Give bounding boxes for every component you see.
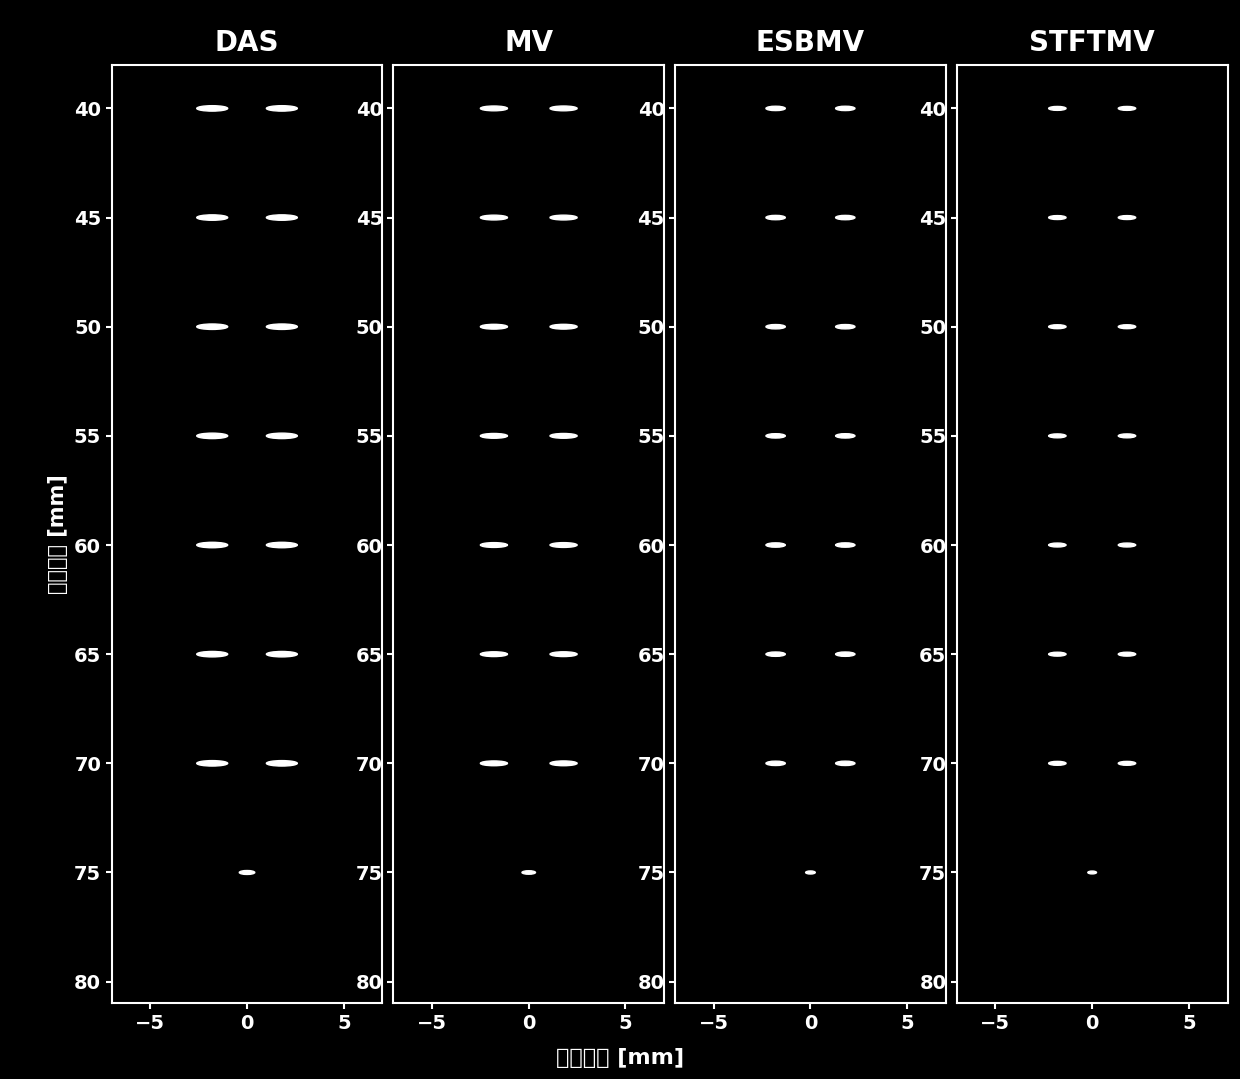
Ellipse shape bbox=[836, 434, 854, 438]
Ellipse shape bbox=[480, 652, 507, 657]
Ellipse shape bbox=[836, 761, 854, 765]
Title: ESBMV: ESBMV bbox=[756, 29, 866, 57]
Ellipse shape bbox=[1049, 216, 1066, 219]
Ellipse shape bbox=[766, 434, 785, 438]
Ellipse shape bbox=[480, 325, 507, 329]
Ellipse shape bbox=[480, 106, 507, 111]
Ellipse shape bbox=[1118, 762, 1136, 765]
Ellipse shape bbox=[1049, 325, 1066, 329]
Ellipse shape bbox=[1087, 871, 1096, 874]
Title: MV: MV bbox=[505, 29, 553, 57]
Ellipse shape bbox=[1049, 107, 1066, 110]
Ellipse shape bbox=[836, 652, 854, 656]
Ellipse shape bbox=[836, 106, 854, 110]
Ellipse shape bbox=[480, 543, 507, 547]
Title: DAS: DAS bbox=[215, 29, 279, 57]
Ellipse shape bbox=[836, 543, 854, 547]
Ellipse shape bbox=[551, 106, 577, 111]
Ellipse shape bbox=[267, 761, 298, 766]
Text: 横向距离 [mm]: 横向距离 [mm] bbox=[556, 1048, 684, 1068]
Ellipse shape bbox=[197, 761, 228, 766]
Ellipse shape bbox=[522, 871, 536, 874]
Ellipse shape bbox=[551, 215, 577, 220]
Ellipse shape bbox=[197, 106, 228, 111]
Ellipse shape bbox=[551, 761, 577, 766]
Ellipse shape bbox=[766, 761, 785, 765]
Ellipse shape bbox=[480, 215, 507, 220]
Ellipse shape bbox=[1118, 107, 1136, 110]
Ellipse shape bbox=[1118, 325, 1136, 329]
Ellipse shape bbox=[766, 543, 785, 547]
Ellipse shape bbox=[197, 433, 228, 438]
Ellipse shape bbox=[766, 106, 785, 110]
Ellipse shape bbox=[806, 871, 815, 874]
Ellipse shape bbox=[267, 652, 298, 657]
Ellipse shape bbox=[197, 324, 228, 329]
Ellipse shape bbox=[766, 216, 785, 220]
Ellipse shape bbox=[1118, 652, 1136, 656]
Ellipse shape bbox=[1049, 762, 1066, 765]
Ellipse shape bbox=[836, 325, 854, 329]
Ellipse shape bbox=[1118, 216, 1136, 219]
Ellipse shape bbox=[267, 324, 298, 329]
Ellipse shape bbox=[1118, 434, 1136, 438]
Ellipse shape bbox=[551, 543, 577, 547]
Ellipse shape bbox=[836, 216, 854, 220]
Ellipse shape bbox=[267, 106, 298, 111]
Ellipse shape bbox=[551, 325, 577, 329]
Ellipse shape bbox=[766, 325, 785, 329]
Ellipse shape bbox=[197, 215, 228, 220]
Ellipse shape bbox=[267, 433, 298, 438]
Ellipse shape bbox=[551, 652, 577, 657]
Ellipse shape bbox=[480, 761, 507, 766]
Ellipse shape bbox=[1118, 543, 1136, 547]
Ellipse shape bbox=[267, 215, 298, 220]
Ellipse shape bbox=[1049, 543, 1066, 547]
Title: STFTMV: STFTMV bbox=[1029, 29, 1154, 57]
Ellipse shape bbox=[1049, 434, 1066, 438]
Ellipse shape bbox=[267, 543, 298, 548]
Ellipse shape bbox=[197, 543, 228, 548]
Y-axis label: 纵向深度 [mm]: 纵向深度 [mm] bbox=[48, 475, 68, 593]
Ellipse shape bbox=[1049, 652, 1066, 656]
Ellipse shape bbox=[551, 434, 577, 438]
Ellipse shape bbox=[239, 871, 254, 874]
Ellipse shape bbox=[766, 652, 785, 656]
Ellipse shape bbox=[480, 434, 507, 438]
Ellipse shape bbox=[197, 652, 228, 657]
